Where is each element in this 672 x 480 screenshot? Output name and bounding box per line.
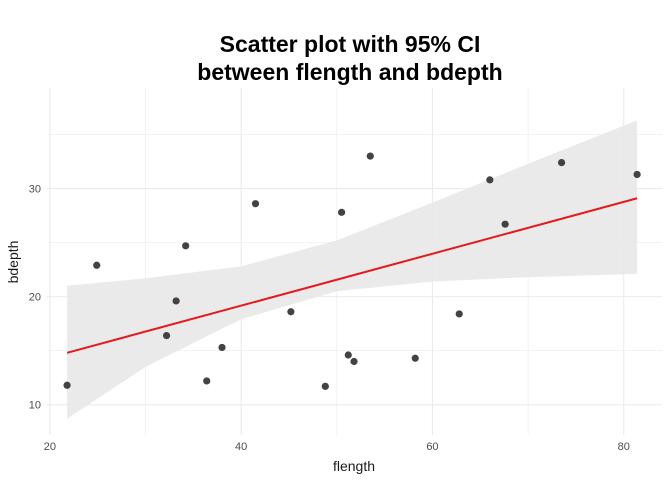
confidence-band (67, 120, 638, 419)
y-axis-ticks: 10 20 30 (29, 184, 41, 412)
data-point (218, 343, 226, 352)
data-point (182, 242, 190, 250)
data-point (251, 200, 260, 208)
y-axis-label: bdepth (5, 241, 21, 284)
x-tick-label: 80 (618, 441, 630, 453)
data-point (633, 170, 641, 179)
x-axis-label: flength (333, 458, 375, 474)
x-tick-label: 60 (426, 441, 438, 453)
data-point (203, 377, 211, 385)
data-points (63, 152, 641, 390)
chart-title-line-2: between flength and bdepth (197, 59, 503, 85)
regression-line (66, 197, 638, 354)
chart-title-line-1: Scatter plot with 95% CI (219, 31, 481, 57)
y-tick-label: 30 (29, 184, 41, 196)
data-point (486, 176, 494, 184)
x-tick-label: 20 (44, 441, 56, 453)
data-point (63, 381, 71, 389)
data-point (411, 354, 419, 362)
data-point (455, 310, 463, 318)
data-point (321, 382, 329, 390)
y-tick-label: 20 (29, 292, 41, 304)
data-point (344, 351, 352, 359)
data-point (350, 357, 358, 366)
y-tick-label: 10 (29, 400, 41, 412)
data-point (501, 220, 509, 228)
x-axis-ticks: 20 40 60 80 (44, 441, 630, 453)
data-point (287, 308, 295, 316)
data-point (557, 158, 566, 167)
data-point (93, 261, 101, 269)
data-point (172, 297, 180, 305)
data-point (162, 331, 171, 340)
data-point (366, 152, 374, 160)
data-point (337, 208, 346, 216)
x-tick-label: 40 (235, 441, 247, 453)
